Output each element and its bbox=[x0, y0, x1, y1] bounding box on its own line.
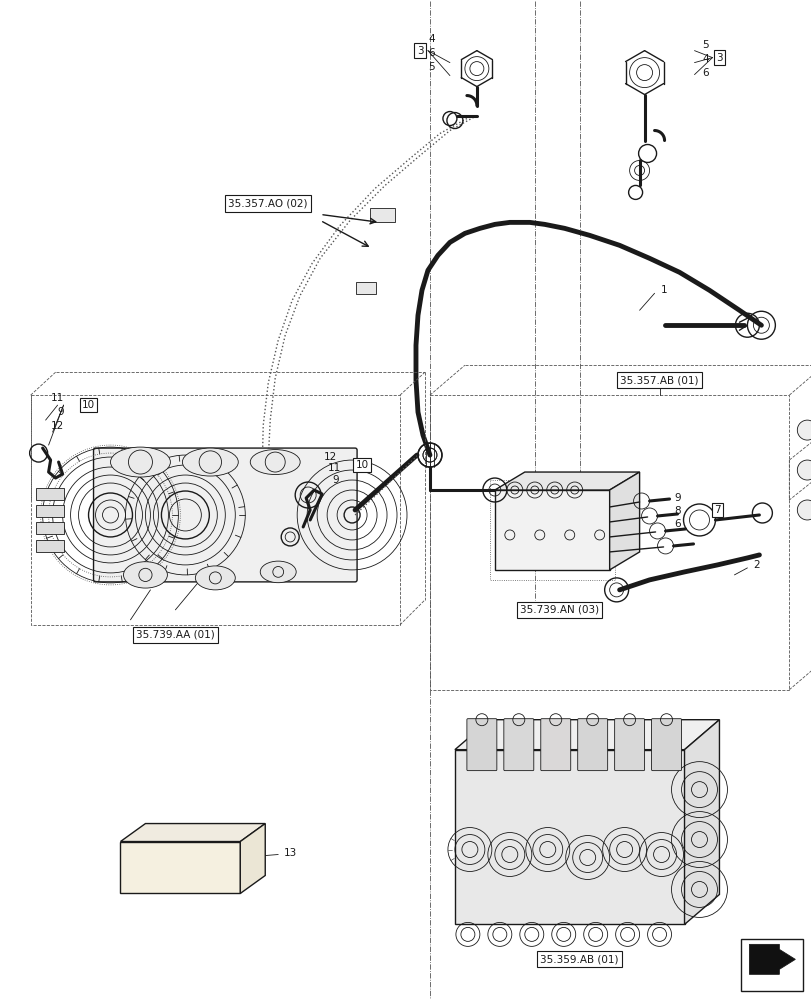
Circle shape bbox=[796, 460, 811, 480]
FancyBboxPatch shape bbox=[577, 719, 607, 771]
Text: 2: 2 bbox=[752, 560, 759, 570]
Circle shape bbox=[796, 500, 811, 520]
Text: 4: 4 bbox=[702, 54, 708, 64]
FancyBboxPatch shape bbox=[503, 719, 533, 771]
Text: 3: 3 bbox=[416, 46, 423, 56]
Polygon shape bbox=[609, 472, 639, 570]
Text: 10: 10 bbox=[355, 460, 368, 470]
FancyBboxPatch shape bbox=[370, 208, 394, 222]
Ellipse shape bbox=[110, 447, 170, 477]
Text: 35.357.AO (02): 35.357.AO (02) bbox=[228, 198, 307, 208]
Text: 12: 12 bbox=[323, 452, 337, 462]
FancyBboxPatch shape bbox=[36, 522, 63, 534]
FancyBboxPatch shape bbox=[36, 488, 63, 500]
Ellipse shape bbox=[260, 561, 296, 583]
Polygon shape bbox=[240, 824, 265, 893]
Polygon shape bbox=[494, 472, 639, 490]
Circle shape bbox=[796, 420, 811, 440]
Text: 11: 11 bbox=[51, 393, 64, 403]
FancyBboxPatch shape bbox=[466, 719, 496, 771]
FancyBboxPatch shape bbox=[36, 505, 63, 517]
Polygon shape bbox=[454, 720, 719, 750]
Text: 10: 10 bbox=[82, 400, 95, 410]
Text: 3: 3 bbox=[715, 53, 722, 63]
FancyBboxPatch shape bbox=[614, 719, 644, 771]
Text: 5: 5 bbox=[428, 62, 435, 72]
FancyBboxPatch shape bbox=[454, 750, 684, 924]
Ellipse shape bbox=[195, 566, 235, 590]
Text: 35.359.AB (01): 35.359.AB (01) bbox=[540, 954, 618, 964]
Text: 9: 9 bbox=[673, 493, 680, 503]
Text: 9: 9 bbox=[333, 475, 339, 485]
Text: 11: 11 bbox=[327, 463, 341, 473]
FancyBboxPatch shape bbox=[93, 448, 357, 582]
Polygon shape bbox=[120, 824, 265, 842]
Text: 12: 12 bbox=[51, 421, 64, 431]
Polygon shape bbox=[684, 720, 719, 924]
Text: 4: 4 bbox=[428, 34, 435, 44]
FancyBboxPatch shape bbox=[494, 490, 609, 570]
Text: 9: 9 bbox=[58, 407, 64, 417]
Ellipse shape bbox=[123, 562, 167, 588]
Text: 35.739.AN (03): 35.739.AN (03) bbox=[520, 605, 599, 615]
Text: 6: 6 bbox=[673, 519, 680, 529]
FancyBboxPatch shape bbox=[356, 282, 375, 294]
FancyBboxPatch shape bbox=[120, 842, 240, 893]
Text: 13: 13 bbox=[283, 848, 297, 858]
Text: 6: 6 bbox=[702, 68, 708, 78]
Text: 35.357.AB (01): 35.357.AB (01) bbox=[620, 375, 698, 385]
Text: 6: 6 bbox=[428, 48, 435, 58]
Ellipse shape bbox=[182, 448, 238, 476]
FancyBboxPatch shape bbox=[540, 719, 570, 771]
Text: 1: 1 bbox=[660, 285, 667, 295]
Ellipse shape bbox=[250, 450, 300, 475]
FancyBboxPatch shape bbox=[36, 540, 63, 552]
FancyBboxPatch shape bbox=[650, 719, 680, 771]
Polygon shape bbox=[749, 944, 794, 974]
Text: 35.739.AA (01): 35.739.AA (01) bbox=[136, 630, 214, 640]
Text: 7: 7 bbox=[713, 505, 720, 515]
Text: 5: 5 bbox=[702, 40, 708, 50]
Bar bbox=[740, 939, 802, 991]
Text: 8: 8 bbox=[673, 506, 680, 516]
